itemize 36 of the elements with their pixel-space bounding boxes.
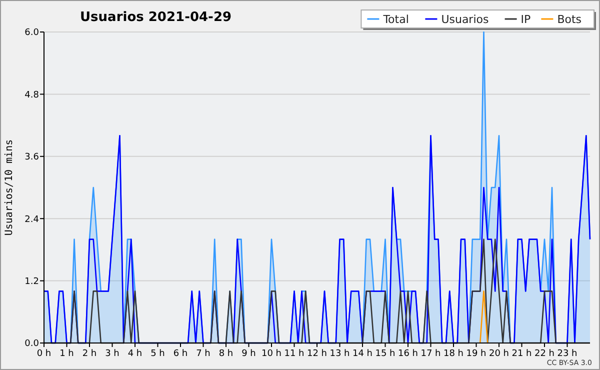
- x-tick-label: 12 h: [306, 349, 328, 359]
- legend-label: Usuarios: [441, 13, 490, 26]
- x-tick-label: 15 h: [375, 349, 396, 359]
- legend-label: Bots: [557, 13, 582, 26]
- x-tick-label: 4 h: [128, 349, 142, 359]
- y-tick-label: 3.6: [24, 152, 40, 163]
- y-tick-label: 1.2: [24, 276, 39, 287]
- y-axis-title: Usuarios/10 mins: [4, 139, 15, 236]
- legend-label: Total: [382, 13, 409, 26]
- x-tick-label: 5 h: [150, 349, 165, 359]
- x-tick-label: 19 h: [466, 349, 486, 359]
- y-tick-label: 0.0: [24, 339, 40, 350]
- y-tick-label: 4.8: [24, 90, 40, 100]
- chart-title: Usuarios 2021-04-29: [80, 10, 232, 25]
- legend-label: IP: [520, 13, 532, 26]
- x-tick-label: 9 h: [242, 349, 256, 359]
- x-tick-label: 10 h: [261, 349, 282, 359]
- x-tick-label: 13 h: [330, 349, 350, 359]
- x-tick-label: 22 h: [534, 349, 555, 359]
- x-tick-label: 8 h: [218, 349, 234, 359]
- x-tick-label: 20 h: [488, 349, 510, 359]
- x-tick-label: 6 h: [173, 349, 188, 359]
- x-tick-label: 2 h: [82, 349, 97, 359]
- x-tick-label: 3 h: [105, 349, 120, 359]
- y-tick-label: 6.0: [24, 28, 40, 38]
- x-tick-label: 16 h: [398, 349, 418, 359]
- x-tick-label: 11 h: [284, 349, 304, 359]
- x-tick-label: 0 h: [36, 349, 52, 359]
- x-tick-label: 14 h: [352, 349, 373, 359]
- x-tick-label: 18 h: [443, 349, 464, 359]
- x-tick-label: 17 h: [420, 349, 441, 359]
- x-tick-label: 21 h: [512, 349, 532, 359]
- x-tick-label: 7 h: [196, 349, 210, 359]
- y-tick-label: 2.4: [24, 214, 40, 225]
- x-tick-label: 1 h: [60, 349, 74, 359]
- x-tick-label: 23 h: [557, 349, 578, 359]
